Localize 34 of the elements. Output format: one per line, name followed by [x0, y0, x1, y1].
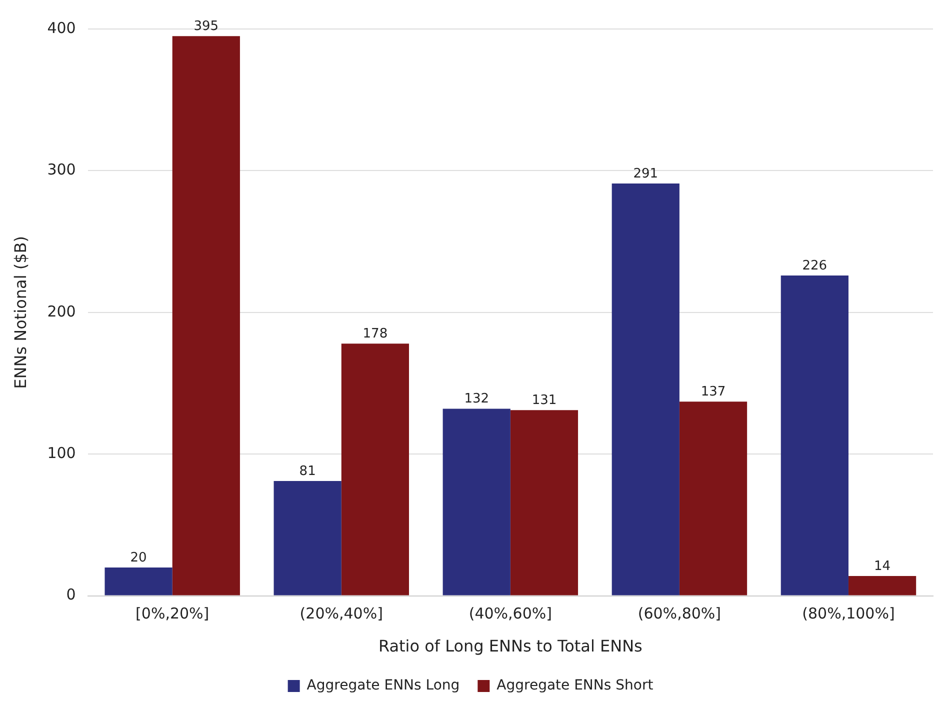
- y-tick-label: 200: [47, 302, 76, 320]
- legend-label: Aggregate ENNs Long: [306, 678, 460, 694]
- data-label: 81: [299, 464, 316, 479]
- bar: [274, 481, 342, 596]
- y-tick-label: 100: [47, 444, 76, 462]
- data-label: 291: [633, 166, 658, 182]
- y-axis-title: ENNs Notional ($B): [10, 236, 30, 389]
- legend-label: Aggregate ENNs Short: [496, 678, 654, 694]
- y-tick-label: 400: [47, 18, 76, 37]
- bar: [442, 408, 510, 596]
- x-tick-label: (40%,60%]: [468, 604, 552, 623]
- data-label: 131: [532, 393, 557, 408]
- data-label: 14: [874, 558, 891, 574]
- data-label: 137: [700, 384, 726, 400]
- x-tick-label: (80%,100%]: [802, 604, 895, 623]
- x-tick-label: (20%,40%]: [300, 604, 383, 623]
- bar: [679, 402, 748, 596]
- bar: [848, 576, 916, 596]
- y-tick-label: 300: [47, 160, 76, 179]
- bar: [510, 410, 578, 596]
- bar: [780, 276, 848, 596]
- bar: [341, 344, 409, 596]
- bar: [104, 567, 172, 596]
- data-label: 226: [802, 258, 828, 274]
- x-axis-title: Ratio of Long ENNs to Total ENNs: [378, 636, 642, 656]
- data-label: 178: [362, 326, 388, 342]
- data-label: 395: [194, 18, 219, 34]
- x-tick-label: (60%,80%]: [638, 604, 722, 623]
- bar: [612, 183, 680, 596]
- data-label: 20: [130, 550, 147, 566]
- data-label: 132: [464, 392, 490, 407]
- y-tick-label: 0: [66, 586, 76, 604]
- x-tick-label: [0%,20%]: [136, 604, 210, 623]
- bar: [172, 36, 240, 596]
